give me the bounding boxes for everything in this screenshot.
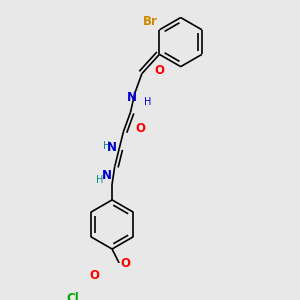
Text: H: H (96, 175, 103, 185)
Text: N: N (107, 141, 117, 154)
Text: O: O (121, 256, 131, 269)
Text: N: N (102, 169, 112, 182)
Text: H: H (103, 140, 110, 151)
Text: Br: Br (143, 15, 158, 28)
Text: N: N (127, 91, 136, 104)
Text: O: O (136, 122, 146, 134)
Text: O: O (154, 64, 164, 76)
Text: Cl: Cl (67, 292, 80, 300)
Text: O: O (90, 269, 100, 282)
Text: H: H (144, 97, 151, 107)
